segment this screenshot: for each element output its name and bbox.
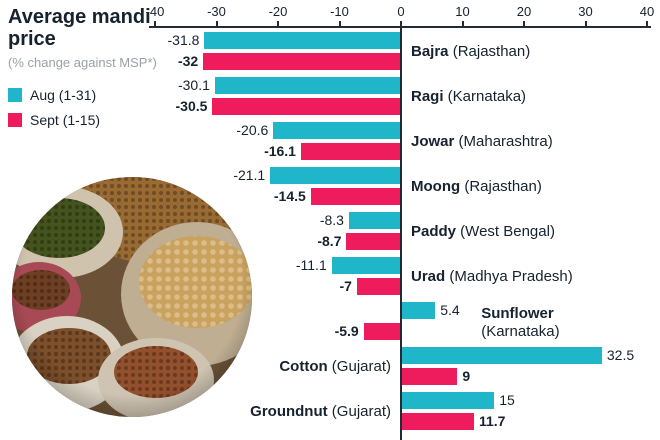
bar-sept-jowar xyxy=(300,143,400,160)
axis-tick-label: -30 xyxy=(207,4,226,19)
bar-aug-sunflower xyxy=(402,302,436,319)
value-sept-jowar: -16.1 xyxy=(264,143,296,159)
value-sept-moong: -14.5 xyxy=(273,188,306,204)
grain-sacks-photo xyxy=(12,177,252,417)
label-cotton: Cotton (Gujarat) xyxy=(279,358,391,375)
bar-sept-sunflower xyxy=(363,323,400,340)
bar-aug-jowar xyxy=(273,122,400,139)
value-sept-groundnut: 11.7 xyxy=(478,413,506,429)
axis-tick-mark xyxy=(584,21,587,27)
bar-sept-groundnut xyxy=(402,413,474,430)
label-moong: Moong (Rajasthan) xyxy=(411,178,542,195)
axis-tick-label: 20 xyxy=(516,4,532,19)
axis-tick-mark xyxy=(523,21,525,27)
chart-header: Average mandi price (% change against MS… xyxy=(8,6,158,128)
axis-tick-mark xyxy=(461,21,464,27)
axis-tick-mark xyxy=(277,21,279,27)
value-sept-ragi: -30.5 xyxy=(175,98,208,114)
label-bajra: Bajra (Rajasthan) xyxy=(411,43,531,60)
bar-sept-ragi xyxy=(212,98,400,115)
label-urad: Urad (Madhya Pradesh) xyxy=(411,268,573,285)
aug-series-swatch xyxy=(8,88,22,103)
value-aug-urad: -11.1 xyxy=(295,257,327,273)
axis-tick-label: -10 xyxy=(330,4,349,19)
axis-tick-label: 40 xyxy=(639,4,655,19)
axis-tick-mark xyxy=(338,21,341,27)
label-jowar: Jowar (Maharashtra) xyxy=(411,133,553,150)
value-sept-paddy: -8.7 xyxy=(317,233,342,249)
bar-aug-cotton xyxy=(402,347,602,364)
sept-series-swatch xyxy=(8,113,22,128)
bar-sept-moong xyxy=(310,188,400,205)
label-paddy: Paddy (West Bengal) xyxy=(411,223,555,240)
bar-aug-paddy xyxy=(348,212,400,229)
value-sept-sunflower: -5.9 xyxy=(334,323,359,339)
bar-aug-ragi xyxy=(214,77,400,94)
value-sept-cotton: 9 xyxy=(462,368,471,384)
bar-sept-bajra xyxy=(203,53,400,70)
axis-tick-mark xyxy=(400,21,402,27)
value-aug-moong: -21.1 xyxy=(233,167,266,183)
axis-tick-mark xyxy=(154,21,156,27)
axis-tick-mark xyxy=(215,21,218,27)
label-sunflower: Sunflower (Karnataka) xyxy=(481,305,560,340)
axis-tick-label: 30 xyxy=(578,4,593,19)
bar-sept-urad xyxy=(356,278,400,295)
value-aug-cotton: 32.5 xyxy=(606,347,635,363)
bar-sept-paddy xyxy=(346,233,400,250)
legend-label-sept: Sept (1-15) xyxy=(30,112,101,129)
bar-aug-moong xyxy=(270,167,400,184)
value-aug-sunflower: 5.4 xyxy=(440,302,460,318)
value-aug-ragi: -30.1 xyxy=(177,77,210,93)
value-aug-paddy: -8.3 xyxy=(319,212,344,228)
legend: Aug (1-31) Sept (1-15) xyxy=(8,87,158,128)
axis-tick-label: 0 xyxy=(397,4,405,19)
axis-tick-label: -20 xyxy=(268,4,288,19)
bar-sept-cotton xyxy=(402,368,458,385)
value-sept-bajra: -32 xyxy=(177,53,199,69)
bar-aug-bajra xyxy=(204,32,400,49)
legend-label-aug: Aug (1-31) xyxy=(30,87,97,104)
axis-tick-label: 10 xyxy=(455,4,470,19)
value-aug-jowar: -20.6 xyxy=(236,122,269,138)
legend-item-aug: Aug (1-31) xyxy=(8,87,158,103)
value-aug-groundnut: 15 xyxy=(499,392,515,408)
bar-aug-groundnut xyxy=(402,392,495,409)
zero-baseline xyxy=(400,26,402,440)
legend-item-sept: Sept (1-15) xyxy=(8,112,158,128)
axis-tick-label: -40 xyxy=(145,4,165,19)
bar-aug-urad xyxy=(331,257,400,274)
chart-title: Average mandi price xyxy=(8,6,151,51)
label-ragi: Ragi (Karnataka) xyxy=(411,88,527,105)
label-groundnut: Groundnut (Gujarat) xyxy=(250,403,391,420)
axis-tick-mark xyxy=(646,21,648,27)
value-sept-urad: -7 xyxy=(339,278,352,294)
value-aug-bajra: -31.8 xyxy=(167,32,200,48)
chart-subtitle: (% change against MSP*) xyxy=(8,54,157,70)
